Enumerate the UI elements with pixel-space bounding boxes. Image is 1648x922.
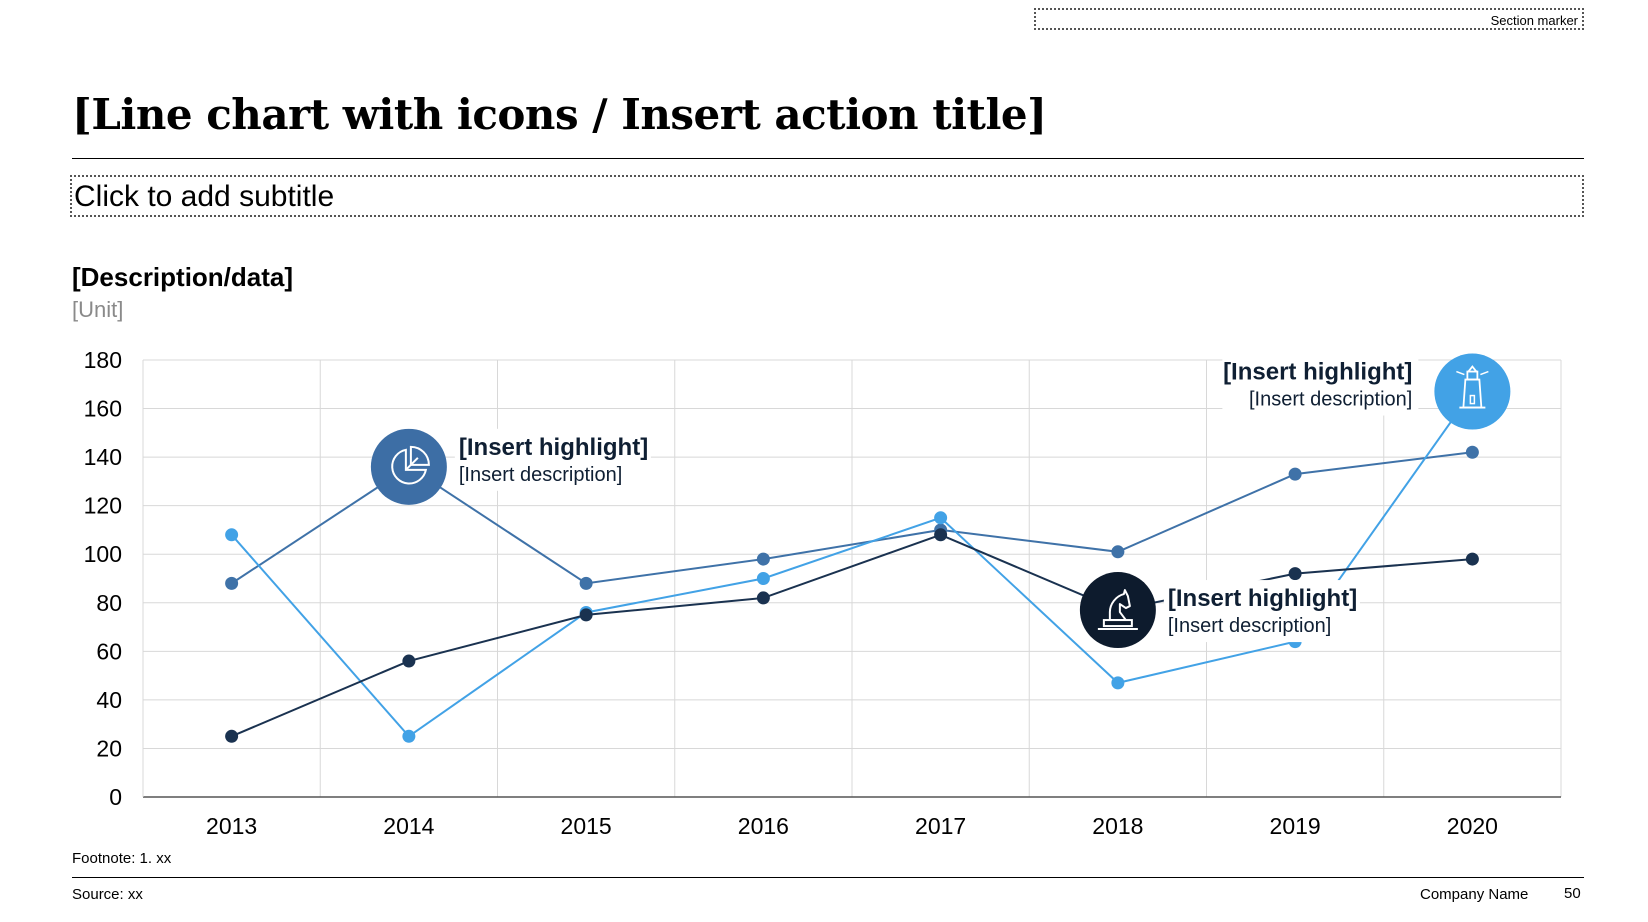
chess-knight-icon: [1097, 589, 1138, 631]
y-tick-label: 180: [84, 347, 122, 373]
page-number: 50: [1564, 885, 1581, 902]
company-name: Company Name: [1420, 886, 1529, 903]
y-tick-label: 40: [96, 687, 122, 713]
x-tick-label: 2017: [915, 813, 966, 839]
chart-title[interactable]: [Description/data]: [72, 262, 294, 292]
series-point-1: [756, 552, 770, 566]
y-tick-label: 160: [84, 396, 122, 422]
series-line-3: [231, 533, 1473, 738]
highlight-title[interactable]: [Insert highlight]: [459, 434, 648, 461]
x-tick-label: 2019: [1270, 813, 1321, 839]
y-tick-label: 100: [84, 541, 122, 567]
x-tick-label: 2018: [1092, 813, 1143, 839]
y-tick-label: 60: [96, 638, 122, 664]
pie-chart-icon: [391, 445, 430, 485]
chart-axes: 0 20 40 60 80 100 120 140 160 180 2013 2014 2015 2016…: [84, 347, 1561, 839]
lighthouse-icon: [1456, 365, 1489, 409]
series-point-1: [1465, 445, 1479, 459]
x-tick-label: 2013: [206, 813, 257, 839]
page-title[interactable]: [Line chart with icons / Insert action t…: [72, 90, 1047, 139]
highlight-title[interactable]: [Insert highlight]: [1168, 585, 1357, 612]
footer-divider: [72, 877, 1584, 878]
chart-grid: [142, 359, 1562, 798]
series-point-1: [225, 576, 239, 590]
highlight-callout-2[interactable]: [Insert highlight] [Insert description]: [1079, 572, 1360, 649]
section-marker[interactable]: Section marker: [1034, 8, 1584, 30]
y-tick-label: 120: [84, 493, 122, 519]
highlight-description[interactable]: [Insert description]: [459, 464, 622, 486]
highlight-callout-1[interactable]: [Insert highlight] [Insert description]: [370, 428, 651, 505]
highlight-text-backing: [1222, 353, 1419, 416]
highlight-description[interactable]: [Insert description]: [1168, 615, 1331, 637]
y-tick-label: 140: [84, 444, 122, 470]
series-point-3: [225, 729, 239, 743]
series-point-1: [1111, 545, 1125, 559]
series-point-2: [402, 729, 416, 743]
series-point-3: [579, 608, 593, 622]
highlight-callout-3[interactable]: [Insert highlight] [Insert description]: [1222, 353, 1511, 430]
chart-unit[interactable]: [Unit]: [72, 297, 124, 322]
highlight-text-backing: [454, 428, 651, 491]
footnote[interactable]: Footnote: 1. xx: [72, 850, 172, 867]
y-tick-label: 0: [109, 784, 122, 810]
series-point-1: [579, 576, 593, 590]
series-point-3: [1288, 567, 1302, 581]
source-note[interactable]: Source: xx: [72, 886, 143, 903]
series-point-3: [756, 591, 770, 605]
y-tick-label: 80: [96, 590, 122, 616]
series-point-2: [1111, 676, 1125, 690]
series-point-1: [1288, 467, 1302, 481]
x-tick-label: 2015: [561, 813, 612, 839]
series-point-3: [402, 654, 416, 668]
x-tick-label: 2014: [383, 813, 434, 839]
x-tick-label: 2016: [738, 813, 789, 839]
series-point-2: [225, 528, 239, 542]
series-point-2: [756, 572, 770, 585]
series-point-2: [934, 511, 948, 525]
highlight-text-backing: [1163, 580, 1360, 643]
series-line-2: [230, 390, 1474, 738]
x-tick-label: 2020: [1447, 813, 1498, 839]
title-divider: [72, 158, 1584, 159]
series-point-3: [1465, 552, 1479, 566]
y-tick-label: 20: [96, 735, 122, 761]
line-chart: 0 20 40 60 80 100 120 140 160 180 2013 2014 2015 2016…: [84, 347, 1562, 839]
highlight-description[interactable]: [Insert description]: [1249, 389, 1412, 411]
highlight-title[interactable]: [Insert highlight]: [1223, 359, 1412, 386]
highlight-icon-badge: [1079, 572, 1156, 649]
highlight-icon-badge: [1434, 353, 1511, 430]
subtitle-placeholder[interactable]: Click to add subtitle: [70, 175, 1584, 217]
series-point-3: [934, 528, 948, 542]
